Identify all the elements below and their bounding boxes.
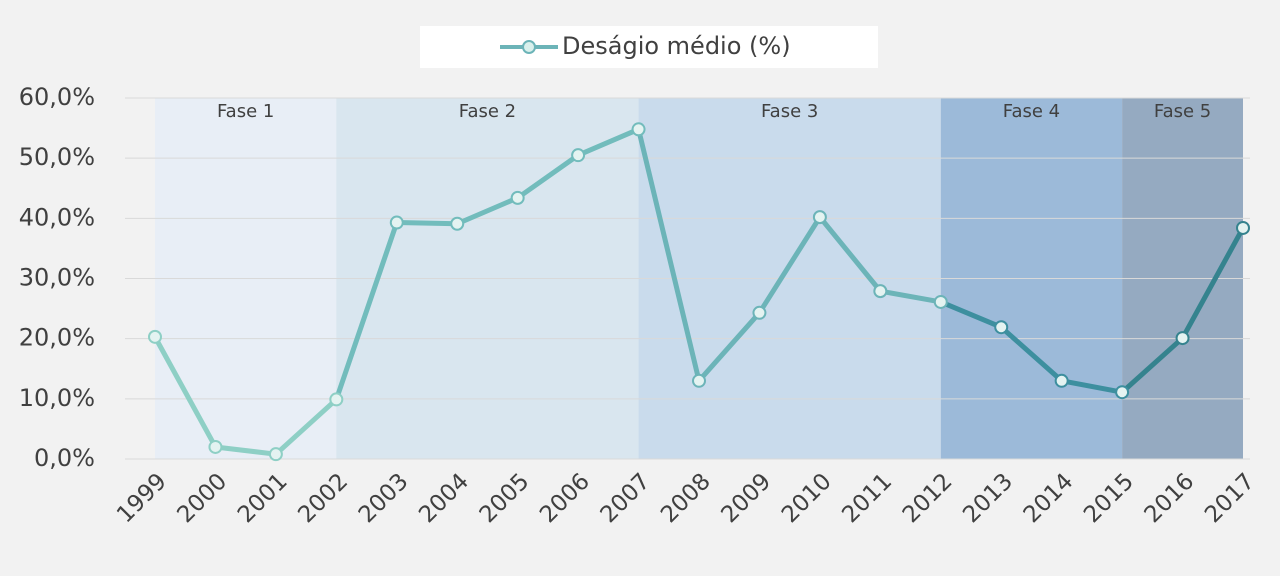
data-point xyxy=(631,122,646,137)
y-tick-label: 60,0% xyxy=(19,83,95,111)
y-tick-label: 0,0% xyxy=(34,444,95,472)
x-tick-label: 2010 xyxy=(777,468,837,528)
x-tick-label: 1999 xyxy=(112,468,172,528)
point-layer xyxy=(148,122,1250,462)
data-point xyxy=(389,215,404,230)
x-tick-label: 2003 xyxy=(354,468,414,528)
line-segment xyxy=(939,299,1123,395)
y-tick-label: 40,0% xyxy=(19,203,95,231)
legend-marker xyxy=(522,40,536,54)
phase-label: Fase 2 xyxy=(459,101,516,122)
x-tick-label: 2004 xyxy=(414,468,474,528)
data-point xyxy=(1175,331,1190,346)
phase-label: Fase 4 xyxy=(1003,101,1060,122)
data-point xyxy=(994,320,1009,335)
data-point xyxy=(510,190,525,205)
data-point xyxy=(1115,385,1130,400)
legend-label: Deságio médio (%) xyxy=(562,32,791,60)
line-segment xyxy=(636,128,942,384)
data-point xyxy=(329,392,344,407)
y-tick-label: 20,0% xyxy=(19,324,95,352)
data-point xyxy=(873,284,888,299)
data-point xyxy=(933,294,948,309)
phase-label: Fase 5 xyxy=(1154,101,1211,122)
data-point xyxy=(208,439,223,454)
x-tick-label: 2005 xyxy=(475,468,535,528)
legend-box xyxy=(420,26,878,68)
x-tick-label: 2015 xyxy=(1079,468,1139,528)
x-tick-label: 2009 xyxy=(716,468,776,528)
x-tick-label: 2002 xyxy=(293,468,353,528)
data-point xyxy=(1054,373,1069,388)
x-tick-label: 2013 xyxy=(958,468,1018,528)
data-point xyxy=(692,373,706,388)
x-tick-label: 2000 xyxy=(172,468,232,528)
line-segment xyxy=(333,126,640,401)
x-tick-label: 2012 xyxy=(898,468,958,528)
phase-label: Fase 3 xyxy=(761,101,818,122)
y-tick-label: 10,0% xyxy=(19,384,95,412)
y-tick-label: 50,0% xyxy=(19,143,95,171)
data-point xyxy=(812,210,827,225)
x-tick-label: 2014 xyxy=(1019,468,1079,528)
phase-label: Fase 1 xyxy=(217,101,274,122)
data-point xyxy=(268,447,283,462)
data-point xyxy=(148,329,162,344)
data-point xyxy=(450,216,465,231)
data-point xyxy=(1236,220,1250,235)
x-tick-label: 2008 xyxy=(656,468,716,528)
line-segment xyxy=(152,335,339,457)
data-point xyxy=(571,148,586,163)
y-tick-label: 30,0% xyxy=(19,264,95,292)
data-point xyxy=(752,305,767,320)
x-tick-label: 2001 xyxy=(233,468,293,528)
x-tick-label: 2007 xyxy=(596,468,656,528)
x-tick-label: 2011 xyxy=(837,468,897,528)
x-tick-label: 2006 xyxy=(535,468,595,528)
x-tick-label: 2017 xyxy=(1200,468,1260,528)
x-tick-label: 2016 xyxy=(1140,468,1200,528)
